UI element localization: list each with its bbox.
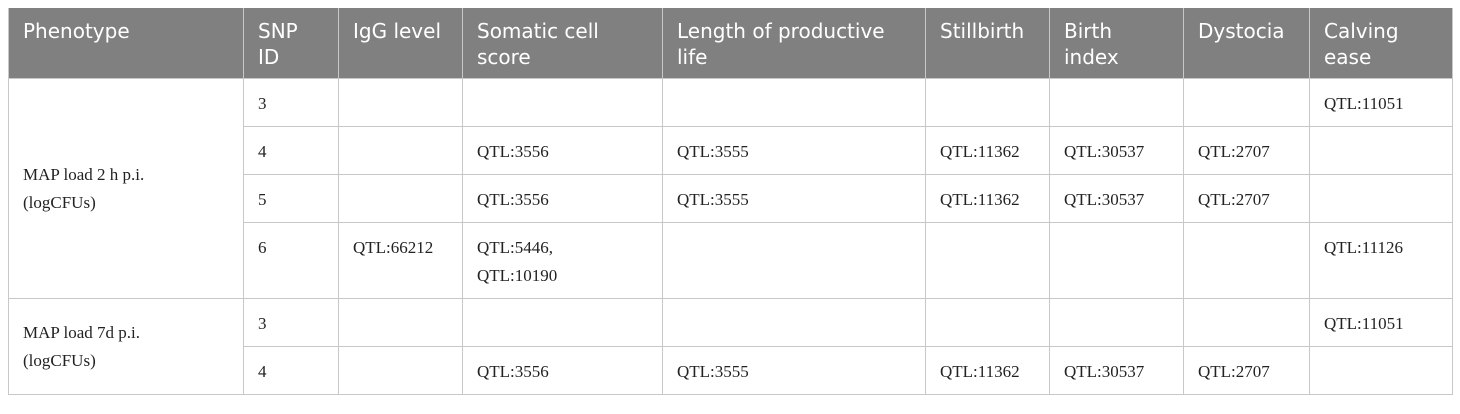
- table-cell: QTL:3555: [662, 126, 926, 175]
- qtl-table: Phenotype SNP ID IgG level Somatic cell sco…: [8, 8, 1453, 395]
- table-cell: [1309, 126, 1453, 175]
- table-cell: QTL:5446, QTL:10190: [462, 222, 663, 299]
- header-cell: Birth index: [1049, 8, 1184, 79]
- phenotype-cell: MAP load 2 h p.i. (logCFUs): [8, 78, 244, 299]
- cell-line: QTL:5446,: [477, 238, 554, 257]
- table-cell: [462, 78, 663, 127]
- table-cell: [338, 346, 463, 395]
- table-cell: [662, 298, 926, 347]
- phenotype-cell: MAP load 7d p.i. (logCFUs): [8, 298, 244, 395]
- table-cell: QTL:11362: [925, 174, 1050, 223]
- table-cell: [662, 78, 926, 127]
- table-cell: QTL:3556: [462, 126, 663, 175]
- table-cell: [462, 298, 663, 347]
- table-cell: QTL:11362: [925, 346, 1050, 395]
- table-cell: [338, 126, 463, 175]
- table-row: 4 QTL:3556 QTL:3555 QTL:11362 QTL:30537 QTL:2…: [9, 346, 1453, 395]
- table-row: MAP load 7d p.i. (logCFUs) 3 QTL:11051: [8, 298, 1453, 395]
- header-cell: Calving ease: [1309, 8, 1453, 79]
- table-cell: [1183, 78, 1310, 127]
- cell-line: (logCFUs): [23, 192, 96, 212]
- cell-line: (logCFUs): [23, 350, 96, 370]
- header-cell: SNP ID: [243, 8, 339, 79]
- table-cell: [925, 298, 1050, 347]
- header-cell: Length of productive life: [662, 8, 926, 79]
- header-row: Phenotype SNP ID IgG level Somatic cell sco…: [8, 8, 1453, 79]
- table-cell: QTL:3556: [462, 174, 663, 223]
- table-cell: [662, 222, 926, 299]
- cell-line: QTL:10190: [477, 266, 558, 285]
- header-cell: Phenotype: [8, 8, 244, 79]
- table-cell: QTL:30537: [1049, 174, 1184, 223]
- table-cell: [338, 78, 463, 127]
- table-cell: QTL:11051: [1309, 78, 1453, 127]
- table-cell: QTL:30537: [1049, 346, 1184, 395]
- table-cell: 3: [243, 78, 339, 127]
- table-cell: [338, 174, 463, 223]
- table-cell: [1183, 298, 1310, 347]
- table-cell: [1183, 222, 1310, 299]
- table-cell: QTL:11362: [925, 126, 1050, 175]
- table-cell: 6: [243, 222, 339, 299]
- table-cell: QTL:3556: [462, 346, 663, 395]
- header-cell: Dystocia: [1183, 8, 1310, 79]
- table-cell: QTL:3555: [662, 174, 926, 223]
- header-cell: IgG level: [338, 8, 463, 79]
- table-row: 4 QTL:3556 QTL:3555 QTL:11362 QTL:30537 QTL:2…: [9, 126, 1453, 175]
- table-body: MAP load 2 h p.i. (logCFUs) 3 QTL:11051 4 QTL…: [8, 78, 1453, 395]
- header-cell: Somatic cell score: [462, 8, 663, 79]
- table-cell: 4: [243, 346, 339, 395]
- table-cell: [1309, 174, 1453, 223]
- cell-line: MAP load 2 h p.i.: [23, 164, 145, 184]
- table-cell: QTL:2707: [1183, 346, 1310, 395]
- cell-line: MAP load 7d p.i.: [23, 322, 140, 342]
- table-cell: [338, 298, 463, 347]
- table-cell: QTL:2707: [1183, 126, 1310, 175]
- table-cell: QTL:66212: [338, 222, 463, 299]
- table-cell: QTL:2707: [1183, 174, 1310, 223]
- table-cell: QTL:11126: [1309, 222, 1453, 299]
- table-cell: QTL:30537: [1049, 126, 1184, 175]
- table-cell: QTL:3555: [662, 346, 926, 395]
- header-cell: Stillbirth: [925, 8, 1050, 79]
- table-cell: [1049, 78, 1184, 127]
- table-row: MAP load 2 h p.i. (logCFUs) 3 QTL:11051: [8, 78, 1453, 299]
- table-cell: 3: [243, 298, 339, 347]
- table-cell: [1049, 298, 1184, 347]
- table-row: 5 QTL:3556 QTL:3555 QTL:11362 QTL:30537 QTL:2…: [9, 174, 1453, 223]
- table-cell: 5: [243, 174, 339, 223]
- table-cell: [1309, 346, 1453, 395]
- table-cell: 4: [243, 126, 339, 175]
- table-cell: QTL:11051: [1309, 298, 1453, 347]
- table-cell: [1049, 222, 1184, 299]
- table-cell: [925, 78, 1050, 127]
- table-cell: [925, 222, 1050, 299]
